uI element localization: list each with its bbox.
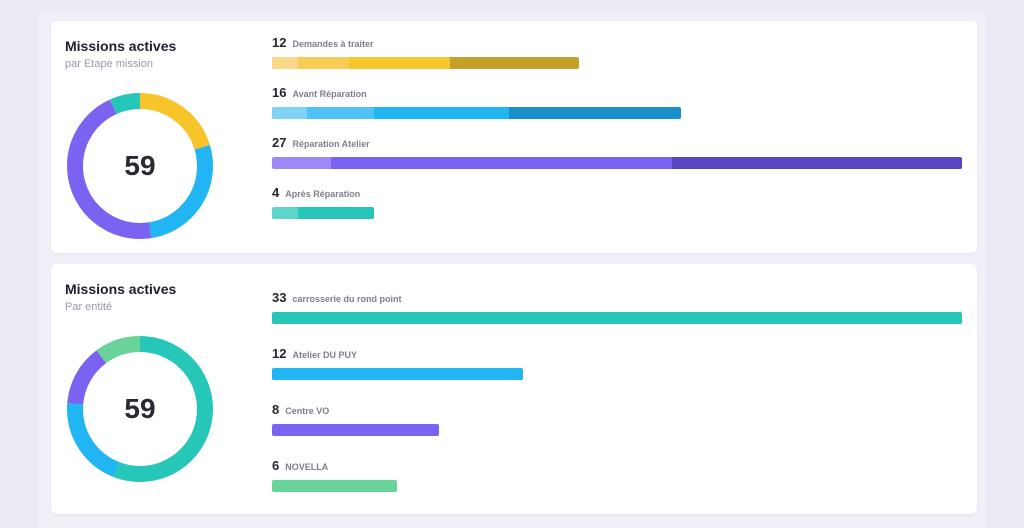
bar-fill[interactable] [272,312,962,324]
bar-fill[interactable] [272,157,962,169]
donut-ring [67,93,213,239]
bar-fill[interactable] [272,57,579,69]
donut-segment[interactable] [67,93,213,239]
bar-fill[interactable] [272,107,681,119]
bar-name: Demandes à traiter [292,39,374,49]
bar-name: Après Réparation [285,189,361,199]
bar-row[interactable]: 16 Avant Réparation [272,85,964,119]
bar-fill[interactable] [272,424,439,436]
bar-count: 27 [272,135,287,150]
bar-label: 33 carrosserie du rond point [272,290,964,308]
bar-segment [330,157,445,169]
donut-segment[interactable] [67,93,213,239]
bar-segment [444,157,673,169]
card-subtitle: Par entité [65,301,113,313]
bar-label: 27 Réparation Atelier [272,135,964,153]
bar-track [272,107,964,119]
bar-segment [272,107,307,119]
donut-chart: 59 [65,91,215,241]
bar-name: NOVELLA [285,462,329,472]
bar-label: 8 Centre VO [272,402,964,420]
bar-segment [348,57,451,69]
bar-segment [306,107,375,119]
missions-by-entity-card: Missions actives Par entité 59 33 carross… [51,264,977,514]
bar-row[interactable]: 12 Atelier DU PUY [272,346,964,380]
bar-name: Avant Réparation [292,89,367,99]
bar-label: 12 Demandes à traiter [272,35,964,53]
donut-chart: 59 [65,334,215,484]
bar-fill[interactable] [272,207,374,219]
bar-row[interactable]: 27 Réparation Atelier [272,135,964,169]
card-title: Missions actives [65,38,177,54]
bar-name: Centre VO [285,406,330,416]
bar-track [272,424,964,436]
card-subtitle: par Etape mission [65,58,154,70]
bar-row[interactable]: 33 carrosserie du rond point [272,290,964,324]
bar-count: 6 [272,458,280,473]
bar-track [272,480,964,492]
missions-by-step-card: Missions actives par Etape mission 59 12… [51,21,977,253]
bar-segment [672,157,962,169]
bar-row[interactable]: 8 Centre VO [272,402,964,436]
bar-count: 8 [272,402,280,417]
card-title: Missions actives [65,281,177,297]
bar-label: 12 Atelier DU PUY [272,346,964,364]
bar-fill[interactable] [272,480,397,492]
donut-segment[interactable] [67,336,213,482]
bar-count: 33 [272,290,287,305]
bar-count: 16 [272,85,287,100]
bar-name: carrosserie du rond point [292,294,402,304]
bar-count: 12 [272,346,287,361]
bar-segment [450,57,579,69]
bar-track [272,57,964,69]
bar-name: Atelier DU PUY [292,350,357,360]
bar-row[interactable]: 4 Après Réparation [272,185,964,219]
donut-ring [67,336,213,482]
bar-segment [272,480,397,492]
donut-segment[interactable] [67,336,213,482]
bar-segment [509,107,681,119]
donut-segment[interactable] [67,93,213,239]
bar-track [272,368,964,380]
bar-label: 16 Avant Réparation [272,85,964,103]
bar-label: 6 NOVELLA [272,458,964,476]
bar-segment [272,57,299,69]
bar-segment [272,424,439,436]
bar-segment [272,368,523,380]
bar-segment [272,312,962,324]
bar-row[interactable]: 12 Demandes à traiter [272,35,964,69]
bar-segment [297,207,374,219]
bar-label: 4 Après Réparation [272,185,964,203]
donut-total: 59 [124,150,156,181]
bar-fill[interactable] [272,368,523,380]
bar-track [272,312,964,324]
donut-total: 59 [124,393,156,424]
bar-row[interactable]: 6 NOVELLA [272,458,964,492]
bar-count: 12 [272,35,287,50]
bar-segment [298,57,349,69]
bar-segment [374,107,510,119]
bar-track [272,207,964,219]
bar-name: Réparation Atelier [292,139,370,149]
bar-segment [272,157,331,169]
bar-track [272,157,964,169]
bar-count: 4 [272,185,280,200]
bar-segment [272,207,298,219]
